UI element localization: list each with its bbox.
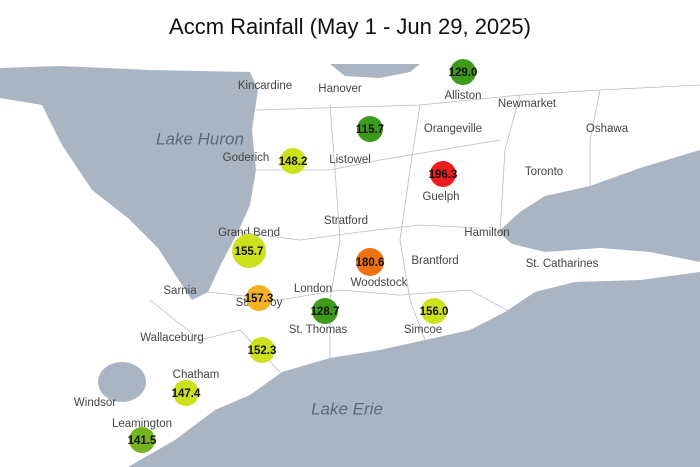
lake-erie-water	[128, 272, 700, 467]
station-marker	[280, 148, 306, 174]
place-label: Alliston	[444, 90, 481, 102]
station-value: 155.7	[235, 246, 264, 258]
lake-huron	[0, 66, 258, 300]
place-label: Orangeville	[424, 123, 482, 135]
station-value: 115.7	[356, 124, 384, 136]
place-label: Windsor	[74, 397, 116, 409]
station-value: 141.5	[128, 435, 157, 447]
station-value: 156.0	[420, 306, 449, 318]
place-label: Toronto	[525, 166, 563, 178]
station-marker	[430, 161, 456, 187]
station-value: 157.3	[245, 293, 274, 305]
station-value: 196.3	[429, 169, 458, 181]
place-label: Guelph	[422, 191, 459, 203]
title-band	[0, 48, 700, 64]
station-marker	[356, 248, 384, 276]
place-label: Goderich	[223, 152, 270, 164]
place-label: Wallaceburg	[140, 332, 204, 344]
station-marker	[312, 298, 338, 324]
lake-st-clair	[98, 362, 146, 402]
lake-ontario	[498, 150, 700, 262]
station-value: 148.2	[279, 156, 308, 168]
place-label: Sarnia	[163, 285, 197, 297]
place-label: Leamington	[112, 418, 172, 430]
place-label: St. Thomas	[289, 324, 348, 336]
place-label: Listowel	[329, 154, 371, 166]
place-label: Simcoe	[404, 324, 442, 336]
station-marker	[246, 285, 272, 311]
place-label: Hanover	[318, 83, 362, 95]
station-marker	[357, 116, 383, 142]
lake-label: Lake Erie	[311, 399, 383, 418]
station-value: 128.7	[311, 306, 340, 318]
boundary	[399, 104, 426, 341]
station-value: 152.3	[248, 345, 277, 357]
station-marker	[249, 337, 275, 363]
boundary	[252, 139, 501, 171]
place-label: Newmarket	[498, 98, 557, 110]
place-label: Hamilton	[464, 227, 509, 239]
lake-label: Lake Huron	[156, 129, 244, 148]
station-marker	[421, 298, 447, 324]
place-label: Kincardine	[238, 80, 292, 92]
place-label: Brantford	[411, 255, 458, 267]
place-label: London	[294, 283, 332, 295]
station-value: 129.0	[449, 67, 478, 79]
boundary	[589, 89, 601, 186]
place-label: Oshawa	[586, 123, 629, 135]
georgian-bay	[330, 64, 420, 78]
place-label: Stratford	[324, 215, 368, 227]
station-marker	[450, 59, 476, 85]
place-label: Chatham	[173, 369, 220, 381]
title: Accm Rainfall (May 1 - Jun 29, 2025)	[169, 14, 531, 39]
station-marker	[173, 380, 199, 406]
boundary	[499, 94, 521, 233]
station-marker	[232, 234, 266, 268]
boundary	[237, 224, 481, 241]
station-value: 180.6	[356, 257, 385, 269]
place-label: Woodstock	[351, 277, 408, 289]
place-label: Grand Bend	[218, 227, 280, 239]
place-label: St. Catharines	[526, 258, 599, 270]
station-value: 147.4	[172, 388, 201, 400]
station-marker	[129, 427, 155, 453]
